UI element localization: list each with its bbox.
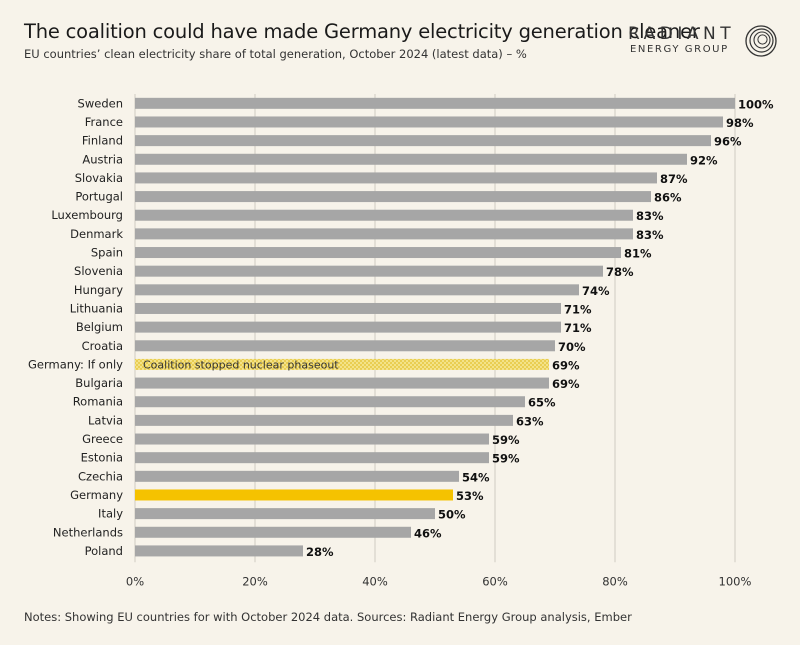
category-label: Luxembourg	[51, 208, 123, 222]
data-label: 54%	[462, 470, 490, 484]
category-label: Spain	[91, 246, 123, 260]
category-label: Portugal	[75, 190, 123, 204]
data-label: 83%	[636, 209, 664, 223]
radiant-energy-group-logo: RADIANT ENERGY GROUP	[628, 24, 778, 58]
chart-subtitle: EU countries’ clean electricity share of…	[24, 47, 527, 61]
bar	[135, 414, 513, 426]
category-label: Slovakia	[75, 171, 123, 185]
x-tick-label: 0%	[126, 574, 144, 588]
chart-title: The coalition could have made Germany el…	[24, 20, 700, 43]
data-label: 78%	[606, 265, 634, 279]
x-tick-label: 100%	[719, 574, 752, 588]
bar	[135, 321, 561, 333]
category-label: Slovenia	[74, 264, 123, 278]
category-label: Sweden	[78, 96, 123, 110]
category-label: Denmark	[70, 227, 123, 241]
data-label: 87%	[660, 172, 688, 186]
logo-spiral-icon	[745, 25, 777, 57]
logo-tagline: ENERGY GROUP	[630, 44, 729, 55]
data-label: 86%	[654, 191, 682, 205]
category-label: France	[85, 115, 123, 129]
data-label: 83%	[636, 228, 664, 242]
category-label: Greece	[82, 432, 123, 446]
bar	[135, 247, 621, 259]
chart-notes: Notes: Showing EU countries for with Oct…	[24, 610, 632, 624]
category-label: Italy	[98, 507, 123, 521]
bar	[135, 489, 453, 501]
category-label: Finland	[82, 134, 123, 148]
bar	[135, 191, 651, 203]
data-label: 50%	[438, 508, 466, 522]
x-tick-label: 40%	[362, 574, 388, 588]
category-label: Latvia	[88, 413, 123, 427]
category-label: Lithuania	[70, 301, 123, 315]
bar	[135, 209, 633, 221]
bar	[135, 228, 633, 240]
data-label: 92%	[690, 153, 718, 167]
bar	[135, 153, 687, 165]
category-label: Germany	[70, 488, 123, 502]
bar	[135, 396, 525, 408]
data-label: 81%	[624, 247, 652, 261]
category-label: Netherlands	[53, 525, 123, 539]
bar	[135, 116, 723, 128]
bar	[135, 377, 549, 389]
bar	[135, 508, 435, 520]
category-label: Belgium	[76, 320, 123, 334]
bar	[135, 302, 561, 314]
bar-annotation: Coalition stopped nuclear phaseout	[143, 358, 339, 371]
bar	[135, 172, 657, 184]
logo-wordmark: RADIANT	[628, 24, 736, 44]
data-label: 53%	[456, 489, 484, 503]
category-label: Bulgaria	[75, 376, 123, 390]
category-label: Austria	[82, 152, 123, 166]
bar	[135, 545, 303, 557]
data-label: 28%	[306, 545, 334, 559]
data-label: 70%	[558, 340, 586, 354]
data-label: 71%	[564, 302, 592, 316]
bar	[135, 433, 489, 445]
data-label: 74%	[582, 284, 610, 298]
bar	[135, 265, 603, 277]
x-tick-label: 80%	[602, 574, 628, 588]
bar	[135, 97, 735, 109]
bar	[135, 340, 555, 352]
category-label: Romania	[73, 395, 123, 409]
category-label: Poland	[85, 544, 123, 558]
bar	[135, 452, 489, 464]
bar	[135, 284, 579, 296]
category-label: Czechia	[78, 469, 123, 483]
data-label: 98%	[726, 116, 754, 130]
bar	[135, 526, 411, 538]
clean-electricity-bar-chart: Sweden 100% France 98% Finland 96% Austria 92% S…	[28, 94, 774, 588]
data-label: 69%	[552, 377, 580, 391]
category-label: Croatia	[82, 339, 123, 353]
data-label: 65%	[528, 396, 556, 410]
category-label: Estonia	[81, 451, 123, 465]
category-label: Germany: If only	[28, 357, 123, 371]
data-label: 46%	[414, 526, 442, 540]
data-label: 96%	[714, 135, 742, 149]
data-label: 59%	[492, 433, 520, 447]
x-tick-label: 60%	[482, 574, 508, 588]
bar	[135, 135, 711, 147]
category-label: Hungary	[74, 283, 123, 297]
data-label: 59%	[492, 452, 520, 466]
x-tick-label: 20%	[242, 574, 268, 588]
data-label: 100%	[738, 97, 774, 111]
bar	[135, 470, 459, 482]
data-label: 69%	[552, 358, 580, 372]
data-label: 63%	[516, 414, 544, 428]
data-label: 71%	[564, 321, 592, 335]
bar	[135, 358, 549, 370]
